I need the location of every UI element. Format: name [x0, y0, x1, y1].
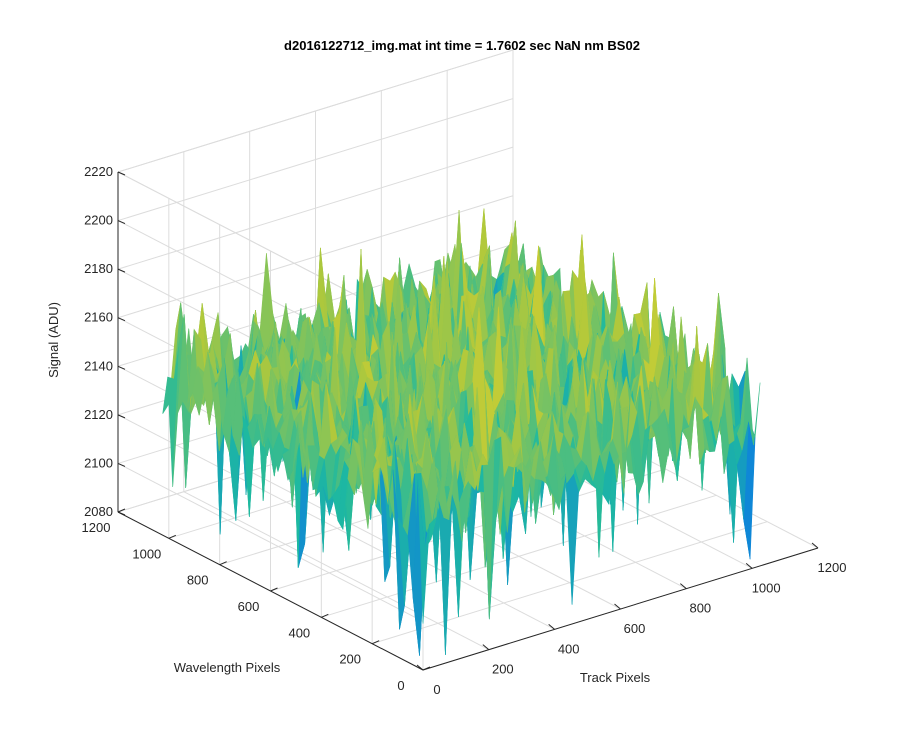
z-tick-mark [117, 365, 126, 370]
surface-patch [417, 479, 430, 624]
y-tick-label: 200 [339, 652, 361, 667]
x-tick-label: 800 [689, 601, 711, 616]
z-tick-label: 2140 [84, 358, 113, 373]
tick-labels: 0 200 400 600 800 1000 1200 0 200 400 600 800 1000 12… [82, 164, 847, 697]
x-tick-mark [745, 562, 753, 569]
surface-plot [162, 208, 761, 656]
z-tick-label: 2220 [84, 164, 113, 179]
x-axis-label: Track Pixels [580, 670, 651, 685]
grid-line [117, 462, 424, 622]
y-tick-mark [422, 666, 431, 671]
x-tick-mark [416, 664, 424, 671]
x-tick-label: 200 [492, 662, 514, 677]
x-tick-label: 600 [624, 621, 646, 636]
x-tick-label: 1200 [818, 560, 847, 575]
y-tick-mark [168, 534, 177, 539]
z-tick-label: 2160 [84, 310, 113, 325]
z-tick-label: 2120 [84, 407, 113, 422]
z-tick-label: 2180 [84, 261, 113, 276]
y-tick-mark [117, 508, 126, 513]
x-tick-mark [614, 603, 621, 610]
axes-lines [117, 171, 819, 671]
z-tick-mark [117, 462, 126, 467]
x-tick-mark [811, 542, 819, 549]
chart-title: d2016122712_img.mat int time = 1.7602 se… [284, 38, 640, 53]
y-tick-mark [371, 640, 380, 645]
z-tick-mark [117, 511, 126, 516]
z-tick-mark [117, 268, 126, 273]
z-tick-label: 2200 [84, 213, 113, 228]
y-tick-mark [219, 561, 227, 566]
grid-line [117, 146, 514, 270]
grid-line [117, 195, 514, 319]
z-tick-mark [117, 220, 126, 225]
y-tick-mark [270, 587, 278, 592]
x-tick-label: 1000 [752, 580, 781, 595]
z-axis-label: Signal (ADU) [46, 302, 61, 378]
grid-line [321, 494, 717, 618]
z-tick-label: 2100 [84, 455, 113, 470]
grid-line [117, 98, 514, 222]
x-tick-label: 400 [558, 641, 580, 656]
z-tick-mark [117, 171, 126, 176]
grid-line [372, 521, 768, 645]
y-tick-label: 1200 [82, 520, 111, 535]
y-tick-label: 1000 [132, 546, 161, 561]
y-tick-label: 600 [238, 599, 260, 614]
z-tick-mark [117, 414, 126, 419]
y-tick-label: 800 [187, 573, 209, 588]
z-tick-label: 2080 [84, 504, 113, 519]
z-tick-mark [117, 317, 126, 322]
x-tick-mark [548, 623, 555, 630]
y-axis-label: Wavelength Pixels [174, 660, 281, 675]
grid-line [117, 414, 424, 574]
x-tick-label: 0 [433, 682, 440, 697]
x-tick-mark [482, 644, 490, 651]
y-tick-mark [321, 613, 329, 618]
x-tick-mark [680, 583, 687, 590]
y-tick-label: 0 [397, 678, 404, 693]
y-tick-label: 400 [288, 625, 310, 640]
grid-line [117, 49, 514, 173]
